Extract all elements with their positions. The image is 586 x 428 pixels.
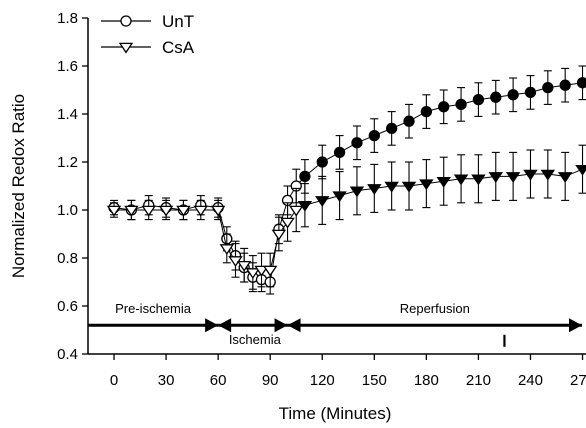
data-point: [297, 200, 313, 212]
data-point: [271, 229, 287, 241]
data-point: [316, 156, 328, 168]
x-tick-label: 240: [518, 372, 543, 389]
data-point: [219, 244, 235, 255]
data-point: [299, 170, 311, 183]
data-point: [124, 205, 139, 217]
y-tick-label: 0.4: [57, 346, 78, 363]
data-point: [289, 205, 304, 217]
phase-arrowhead: [274, 318, 288, 333]
data-point: [367, 184, 382, 195]
phase-label: Pre-ischemia: [115, 301, 192, 316]
data-point: [332, 191, 347, 203]
x-tick-label: 60: [210, 372, 227, 389]
series-line: [114, 168, 583, 273]
data-point: [141, 205, 156, 217]
y-tick-label: 0.8: [57, 250, 78, 267]
legend-label: CsA: [162, 38, 195, 57]
x-tick-label: 270: [570, 372, 586, 389]
phase-label: Ischemia: [229, 332, 282, 347]
x-tick-label: 0: [110, 372, 118, 389]
data-point: [384, 181, 399, 193]
data-point: [403, 115, 415, 127]
y-tick-label: 1.6: [57, 58, 78, 75]
data-point: [262, 265, 278, 277]
x-tick-label: 150: [362, 372, 387, 389]
series-line: [113, 82, 583, 283]
ticks: 0.4 0.6 0.8 1.0 1.2 1.4 1.6 1.8 0 30 60 90 120 150 180…: [57, 10, 586, 389]
data-point: [106, 205, 122, 217]
data-point: [505, 172, 521, 183]
data-point: [438, 101, 450, 113]
legend-marker: [118, 42, 134, 54]
data-point: [210, 205, 226, 217]
data-point: [315, 196, 330, 207]
data-point: [351, 137, 363, 149]
data-point: [401, 181, 417, 193]
data-point: [472, 93, 485, 106]
phase-bars: Pre-ischemia Ischemia Reperfusion: [88, 301, 582, 347]
data-point: [542, 81, 554, 94]
y-tick-label: 1.0: [57, 202, 78, 219]
data-point: [557, 172, 573, 183]
data-point: [280, 217, 295, 229]
series-layer: [106, 65, 586, 295]
series-CsA: [106, 144, 586, 290]
data-point: [576, 77, 586, 89]
data-point: [176, 205, 191, 217]
y-tick-label: 1.2: [57, 154, 78, 171]
x-tick-label: 180: [414, 372, 439, 389]
data-point: [575, 164, 586, 176]
data-point: [236, 260, 252, 272]
data-point: [523, 169, 538, 181]
data-point: [245, 268, 261, 279]
data-point: [453, 174, 469, 186]
data-point: [158, 205, 174, 217]
y-tick-label: 0.6: [57, 298, 78, 315]
y-axis-label: Normalized Redox Ratio: [9, 94, 28, 278]
phase-label: Reperfusion: [400, 301, 470, 316]
y-tick-label: 1.4: [57, 106, 78, 123]
phase-arrowhead: [205, 318, 219, 333]
data-point: [540, 169, 556, 181]
x-tick-label: 30: [158, 372, 175, 389]
data-point: [471, 174, 486, 186]
data-point: [368, 129, 380, 142]
data-point: [559, 79, 571, 91]
data-point: [490, 91, 502, 103]
x-tick-label: 210: [466, 372, 491, 389]
y-tick-label: 1.8: [57, 10, 78, 27]
data-point: [193, 205, 209, 217]
data-point: [419, 179, 434, 191]
legend: UnT CsA: [101, 12, 195, 57]
x-tick-label: 120: [310, 372, 335, 389]
data-point: [386, 122, 398, 135]
data-point: [488, 172, 503, 183]
legend-label: UnT: [162, 12, 194, 31]
data-point: [507, 89, 519, 101]
phase-arrowhead: [287, 318, 301, 333]
data-point: [524, 86, 537, 99]
data-point: [436, 176, 451, 188]
data-point: [455, 98, 467, 111]
legend-marker: [120, 15, 132, 27]
data-point: [420, 105, 433, 118]
data-point: [254, 265, 269, 277]
phase-arrowhead: [569, 318, 582, 333]
data-point: [349, 186, 365, 198]
x-tick-label: 90: [262, 372, 279, 389]
axes: [87, 18, 586, 355]
data-point: [333, 146, 346, 159]
x-axis-label: Time (Minutes): [279, 404, 392, 423]
phase-arrowhead: [218, 318, 232, 333]
